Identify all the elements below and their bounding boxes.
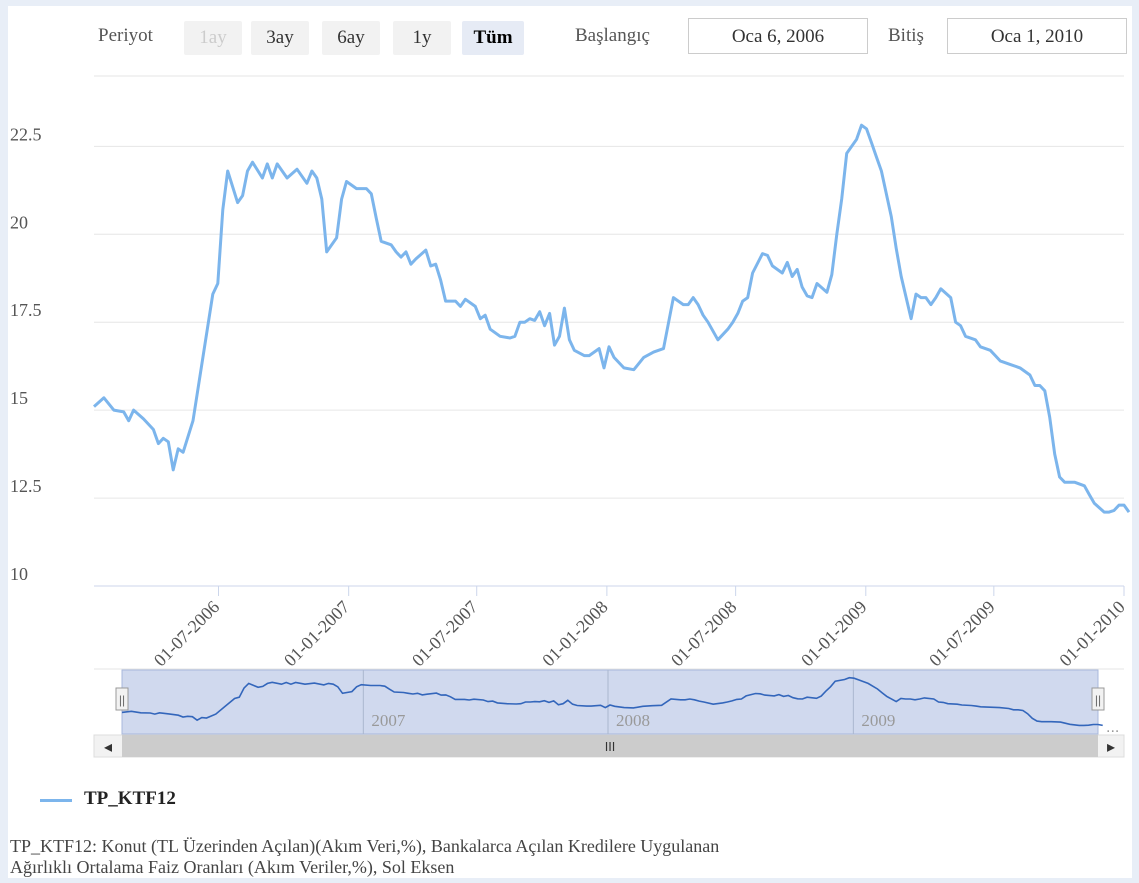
- end-date-label: Bitiş: [888, 25, 924, 46]
- series-line-TP_KTF12[interactable]: [93, 123, 1131, 514]
- navigator-mask[interactable]: [121, 669, 1099, 735]
- plot-area: [93, 123, 1131, 514]
- description-line-2: Ağırlıklı Ortalama Faiz Oranları (Akım V…: [10, 857, 455, 877]
- series-description: TP_KTF12: Konut (TL Üzerinden Açılan)(Ak…: [10, 836, 1010, 878]
- navigator-right-handle[interactable]: [1091, 687, 1105, 711]
- chart-container: Periyot 1ay 3ay 6ay 1y Tüm Başlangıç Oca…: [8, 6, 1132, 878]
- x-axis-labels: 01-07-2006 01-01-2007 01-07-2007 01-01-2008…: [150, 586, 1129, 670]
- period-button-3ay[interactable]: 3ay: [251, 21, 309, 55]
- scrollbar[interactable]: ◂ ▸ III: [93, 734, 1125, 758]
- navigator-year-label: 2008: [616, 711, 650, 730]
- grip-icon: III: [605, 740, 616, 754]
- navigator[interactable]: 2007 2008 2009 || ||...: [94, 668, 1124, 736]
- period-button-1ay[interactable]: 1ay: [184, 21, 242, 55]
- x-tick-label: 01-07-2009: [925, 597, 999, 671]
- period-button-6ay[interactable]: 6ay: [322, 21, 380, 55]
- period-button-tum[interactable]: Tüm: [462, 21, 524, 55]
- navigator-left-handle[interactable]: [115, 687, 129, 711]
- end-date-input[interactable]: Oca 1, 2010: [947, 18, 1127, 54]
- start-date-input[interactable]: Oca 6, 2006: [688, 18, 868, 54]
- navigator-year-label: 2009: [861, 711, 895, 730]
- x-tick-label: 01-01-2007: [280, 597, 354, 671]
- navigator-year-label: 2007: [371, 711, 406, 730]
- description-line-1: TP_KTF12: Konut (TL Üzerinden Açılan)(Ak…: [10, 836, 720, 856]
- start-date-label: Başlangıç: [575, 25, 650, 46]
- handle-grip-icon: ||: [1095, 693, 1101, 707]
- y-tick-label: 17.5: [10, 300, 42, 320]
- x-tick-label: 01-07-2008: [667, 597, 741, 671]
- y-axis-labels: 10 12.5 15 17.5 20 22.5: [10, 124, 42, 584]
- y-tick-label: 20: [10, 212, 28, 232]
- x-tick-label: 01-07-2007: [408, 597, 482, 671]
- y-tick-label: 10: [10, 564, 28, 584]
- ellipsis-icon: ...: [1106, 719, 1119, 736]
- period-label: Periyot: [98, 25, 153, 46]
- legend-series-label[interactable]: TP_KTF12: [84, 788, 176, 809]
- x-tick-label: 01-01-2010: [1055, 597, 1129, 671]
- range-selector-toolbar: Periyot 1ay 3ay 6ay 1y Tüm Başlangıç Oca…: [8, 6, 1132, 66]
- x-tick-label: 01-01-2009: [797, 597, 871, 671]
- right-arrow-icon[interactable]: ▸: [1107, 737, 1115, 756]
- x-tick-label: 01-01-2008: [538, 597, 612, 671]
- y-tick-label: 12.5: [10, 476, 42, 496]
- grid-lines: [94, 75, 1124, 587]
- period-button-1y[interactable]: 1y: [393, 21, 451, 55]
- handle-grip-icon: ||: [119, 693, 125, 707]
- y-tick-label: 15: [10, 388, 28, 408]
- scrollbar-thumb[interactable]: [122, 735, 1098, 757]
- x-tick-label: 01-07-2006: [150, 597, 224, 671]
- navigator-series-line: [121, 676, 1103, 727]
- y-tick-label: 22.5: [10, 124, 42, 144]
- left-arrow-icon[interactable]: ◂: [104, 737, 112, 756]
- legend-series-marker: [40, 799, 72, 802]
